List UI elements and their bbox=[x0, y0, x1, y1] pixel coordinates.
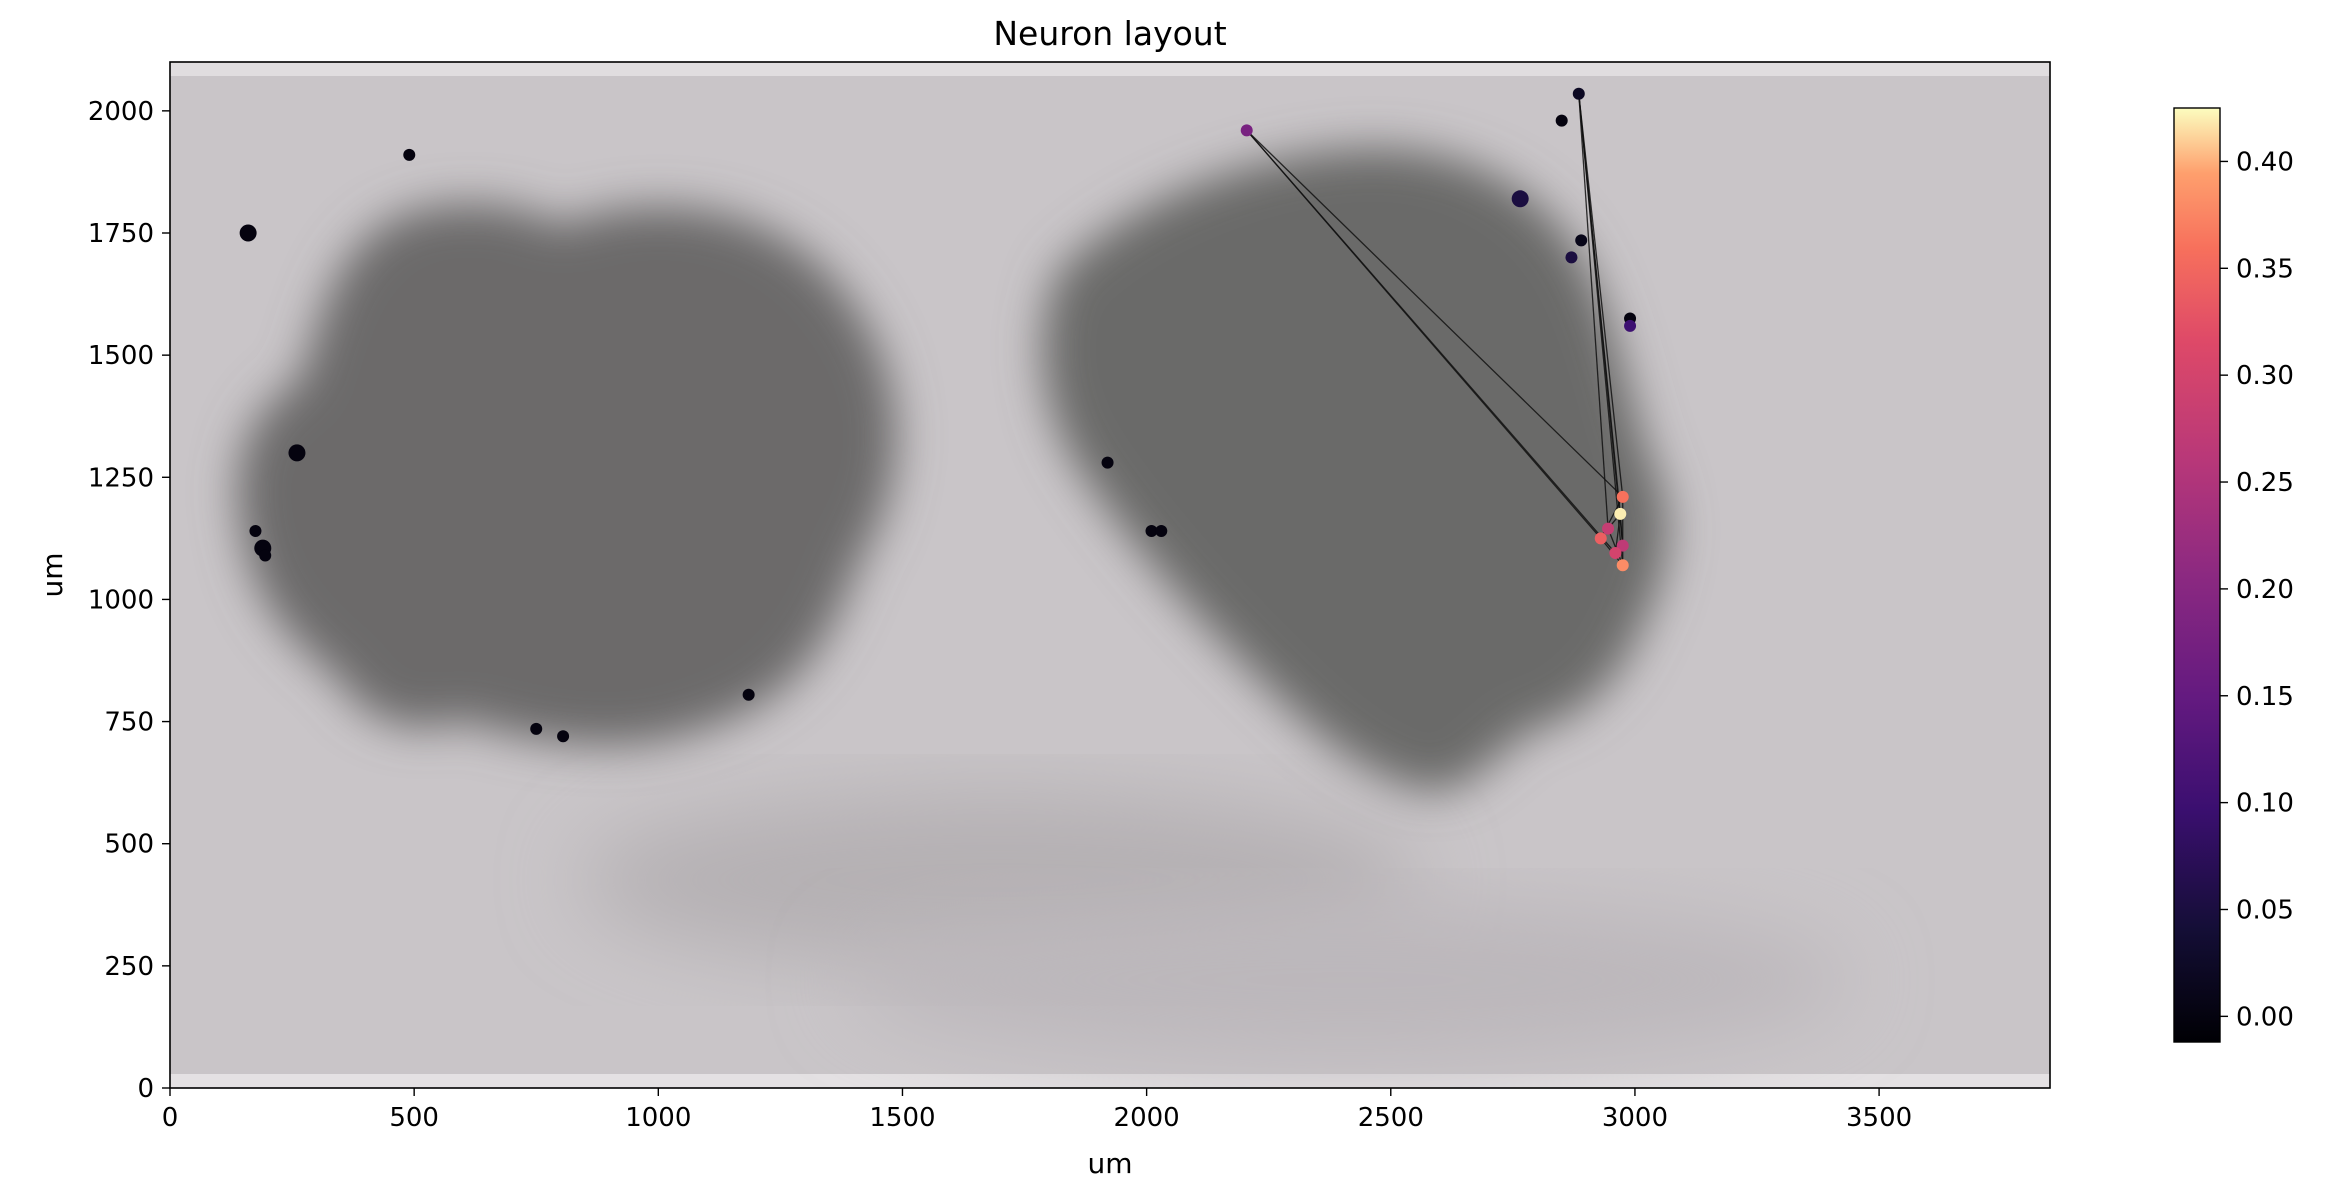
connection-line bbox=[1246, 129, 1624, 498]
x-tick-label: 1000 bbox=[625, 1103, 691, 1133]
y-axis-ticks: 0 250 500 750 1000 1250 1500 1750 2000 bbox=[88, 97, 170, 1104]
tissue-blob-right bbox=[1042, 148, 1669, 792]
neuron-point bbox=[1594, 532, 1607, 545]
neuron-point bbox=[1616, 490, 1629, 503]
x-tick-label: 3000 bbox=[1602, 1103, 1668, 1133]
y-tick-label: 1250 bbox=[88, 463, 154, 493]
colorbar-tick-label: 0.15 bbox=[2236, 682, 2294, 712]
x-axis-ticks: 0 500 1000 1500 2000 2500 3000 3500 bbox=[162, 1088, 1912, 1133]
y-tick-label: 750 bbox=[104, 708, 154, 738]
neuron-point bbox=[259, 549, 272, 562]
x-tick-label: 2500 bbox=[1358, 1103, 1424, 1133]
connection-line bbox=[1246, 129, 1616, 554]
x-tick-label: 3500 bbox=[1846, 1103, 1912, 1133]
y-tick-label: 500 bbox=[104, 830, 154, 860]
x-tick-label: 0 bbox=[162, 1103, 179, 1133]
y-axis-label: um bbox=[36, 552, 69, 597]
plot-frame bbox=[169, 61, 2051, 1089]
colorbar-tick-label: 0.00 bbox=[2236, 1002, 2294, 1032]
neurons-layer bbox=[239, 87, 1637, 743]
connection-line bbox=[1578, 93, 1624, 546]
colorbar-tick-label: 0.35 bbox=[2236, 254, 2294, 284]
neuron-point bbox=[1565, 251, 1578, 264]
neuron-point bbox=[403, 148, 416, 161]
neuron-point bbox=[1101, 456, 1114, 469]
neuron-point bbox=[1624, 319, 1637, 332]
neuron-point bbox=[1609, 547, 1622, 560]
colorbar-tick-label: 0.30 bbox=[2236, 361, 2294, 391]
x-tick-label: 1500 bbox=[869, 1103, 935, 1133]
colorbar-tick-label: 0.10 bbox=[2236, 789, 2294, 819]
y-tick-label: 1000 bbox=[88, 585, 154, 615]
connection-line bbox=[1578, 93, 1609, 529]
y-tick-label: 0 bbox=[137, 1074, 154, 1104]
connection-line bbox=[1578, 93, 1624, 497]
colorbar-tick-label: 0.20 bbox=[2236, 575, 2294, 605]
neuron-point bbox=[249, 525, 262, 538]
neuron-point bbox=[530, 722, 543, 735]
connection-line bbox=[1607, 528, 1624, 566]
colorbar-tick-label: 0.05 bbox=[2236, 895, 2294, 925]
neuron-point bbox=[1575, 234, 1588, 247]
neuron-point bbox=[1145, 525, 1158, 538]
neuron-point bbox=[239, 224, 257, 242]
neuron-point bbox=[1511, 190, 1529, 208]
neuron-point bbox=[1572, 87, 1585, 100]
y-tick-label: 1750 bbox=[88, 219, 154, 249]
neuron-point bbox=[1614, 507, 1627, 520]
y-tick-label: 250 bbox=[104, 952, 154, 982]
neuron-point bbox=[1602, 522, 1615, 535]
colorbar: 0.00 0.05 0.10 0.15 0.20 0.25 0.30 0.35 0.40 bbox=[2173, 107, 2294, 1043]
colorbar-ticks: 0.00 0.05 0.10 0.15 0.20 0.25 0.30 0.35 0.40 bbox=[2220, 147, 2294, 1032]
microscope-background-image bbox=[170, 62, 2050, 1088]
neuron-point bbox=[1616, 539, 1629, 552]
neuron-point bbox=[742, 688, 755, 701]
tissue-blob-left bbox=[237, 203, 897, 746]
x-tick-label: 500 bbox=[389, 1103, 439, 1133]
y-tick-label: 2000 bbox=[88, 97, 154, 127]
x-axis-label: um bbox=[1087, 1147, 1132, 1180]
neuron-point bbox=[288, 444, 306, 462]
neuron-point bbox=[1616, 559, 1629, 572]
connection-line bbox=[1614, 513, 1621, 554]
colorbar-tick-label: 0.25 bbox=[2236, 468, 2294, 498]
neuron-point bbox=[1155, 525, 1168, 538]
neuron-point bbox=[1240, 124, 1253, 137]
neuron-point bbox=[557, 730, 570, 743]
chart-title: Neuron layout bbox=[993, 14, 1226, 53]
connections-layer bbox=[1246, 93, 1624, 566]
x-tick-label: 2000 bbox=[1114, 1103, 1180, 1133]
neuron-point bbox=[1555, 114, 1568, 127]
colorbar-gradient bbox=[2173, 107, 2221, 1043]
y-tick-label: 1500 bbox=[88, 341, 154, 371]
colorbar-tick-label: 0.40 bbox=[2236, 147, 2294, 177]
